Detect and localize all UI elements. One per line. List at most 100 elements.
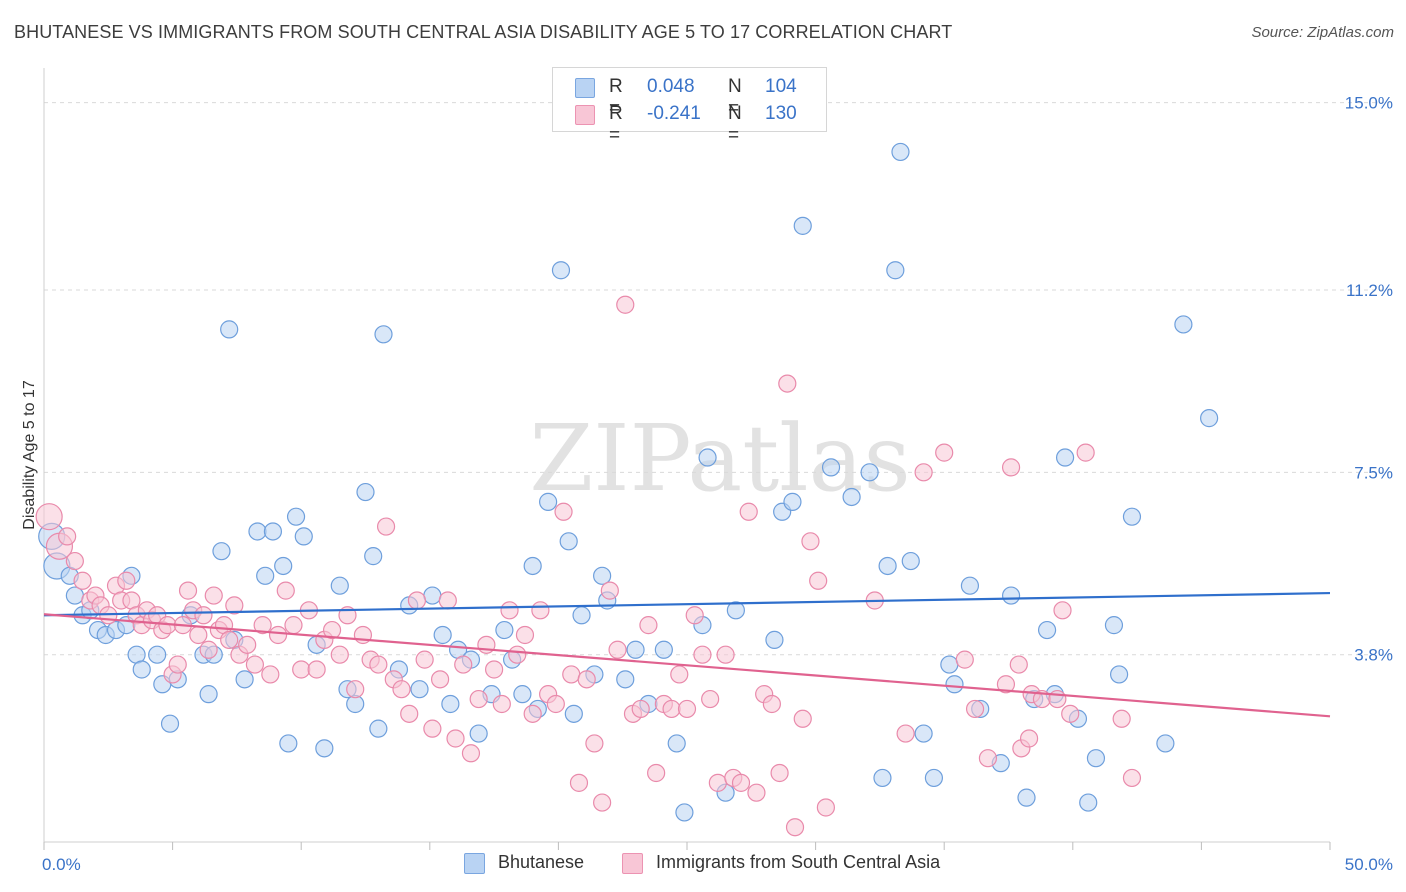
point-immigrants: [469, 689, 488, 709]
point-immigrants: [369, 655, 388, 674]
point-immigrants: [978, 749, 998, 768]
point-bhutanese: [212, 542, 231, 561]
chart-title: BHUTANESE VS IMMIGRANTS FROM SOUTH CENTR…: [14, 22, 953, 42]
point-immigrants: [194, 606, 213, 625]
point-bhutanese: [842, 487, 861, 507]
y-tick-label: 15.0%: [1345, 94, 1393, 113]
point-bhutanese: [878, 556, 897, 576]
point-immigrants: [546, 694, 565, 714]
point-immigrants: [168, 655, 187, 674]
point-immigrants: [608, 640, 627, 659]
point-immigrants: [423, 719, 442, 738]
point-immigrants: [400, 704, 419, 723]
point-immigrants: [731, 773, 751, 792]
point-immigrants: [616, 295, 635, 314]
point-bhutanese: [410, 680, 429, 699]
point-immigrants: [531, 601, 550, 620]
point-immigrants: [35, 503, 63, 531]
point-bhutanese: [1017, 788, 1036, 807]
point-immigrants: [376, 517, 396, 536]
point-immigrants: [762, 694, 781, 714]
n-value: 104: [765, 76, 797, 97]
point-immigrants: [631, 699, 650, 719]
point-bhutanese: [220, 320, 239, 339]
point-immigrants: [65, 551, 84, 571]
point-bhutanese: [891, 142, 910, 162]
series-swatch-bhutanese: [464, 853, 485, 874]
point-immigrants: [245, 655, 265, 674]
point-immigrants: [500, 601, 519, 620]
point-immigrants: [117, 571, 136, 590]
point-bhutanese: [513, 685, 532, 704]
point-bhutanese: [945, 675, 964, 694]
point-bhutanese: [148, 645, 167, 664]
point-immigrants: [261, 665, 280, 684]
n-label: N =: [728, 76, 742, 119]
point-immigrants: [639, 616, 658, 635]
point-immigrants: [809, 571, 828, 590]
point-bhutanese: [263, 522, 283, 541]
point-immigrants: [996, 675, 1016, 694]
point-immigrants: [276, 581, 295, 600]
point-bhutanese: [667, 734, 686, 753]
point-immigrants: [461, 744, 481, 763]
point-immigrants: [1001, 458, 1021, 477]
point-immigrants: [935, 443, 954, 462]
point-bhutanese: [356, 482, 375, 502]
point-immigrants: [896, 724, 915, 743]
point-immigrants: [1019, 729, 1039, 748]
point-immigrants: [693, 645, 712, 664]
point-bhutanese: [248, 522, 267, 541]
point-bhutanese: [559, 532, 578, 551]
point-bhutanese: [315, 739, 334, 758]
trend-lines: [43, 591, 1331, 718]
point-immigrants: [747, 783, 766, 802]
point-bhutanese: [286, 507, 306, 526]
point-bhutanese: [873, 768, 892, 788]
series-name: Bhutanese: [498, 852, 585, 872]
point-bhutanese: [626, 640, 645, 659]
point-bhutanese: [235, 670, 254, 689]
axes: [43, 68, 1331, 850]
point-immigrants: [801, 532, 820, 551]
point-immigrants: [330, 645, 349, 664]
point-immigrants: [438, 591, 457, 610]
point-bhutanese: [860, 463, 879, 482]
point-immigrants: [778, 374, 797, 393]
point-immigrants: [292, 660, 311, 679]
point-immigrants: [178, 581, 198, 600]
trend-line-bhutanese: [43, 591, 1331, 617]
point-bhutanese: [1109, 665, 1129, 684]
point-bhutanese: [469, 724, 488, 743]
point-immigrants: [322, 620, 342, 640]
point-immigrants: [220, 630, 239, 650]
point-immigrants: [562, 665, 581, 684]
point-immigrants: [1061, 704, 1080, 723]
point-bhutanese: [132, 660, 151, 679]
point-bhutanese: [364, 547, 383, 566]
point-bhutanese: [940, 655, 959, 674]
point-immigrants: [662, 699, 681, 719]
x-tick-label-min: 0.0%: [42, 855, 81, 874]
point-immigrants: [485, 660, 504, 679]
point-bhutanese: [726, 601, 745, 620]
point-bhutanese: [294, 527, 313, 546]
legend-swatch-bhutanese: [575, 78, 595, 98]
point-immigrants: [515, 625, 535, 645]
r-value: -0.241: [647, 103, 701, 124]
y-tick-label: 11.2%: [1346, 281, 1393, 300]
point-bhutanese: [330, 576, 349, 595]
point-immigrants: [1053, 601, 1072, 620]
point-bhutanese: [369, 719, 388, 738]
point-immigrants: [677, 699, 697, 719]
point-bhutanese: [433, 625, 452, 645]
point-immigrants: [204, 586, 223, 605]
point-bhutanese: [551, 261, 571, 280]
legend-swatch-immigrants: [575, 105, 595, 125]
point-immigrants: [253, 616, 272, 635]
point-bhutanese: [1055, 448, 1075, 467]
r-value: 0.048: [647, 76, 695, 97]
point-immigrants: [785, 818, 805, 837]
point-immigrants: [73, 571, 92, 590]
